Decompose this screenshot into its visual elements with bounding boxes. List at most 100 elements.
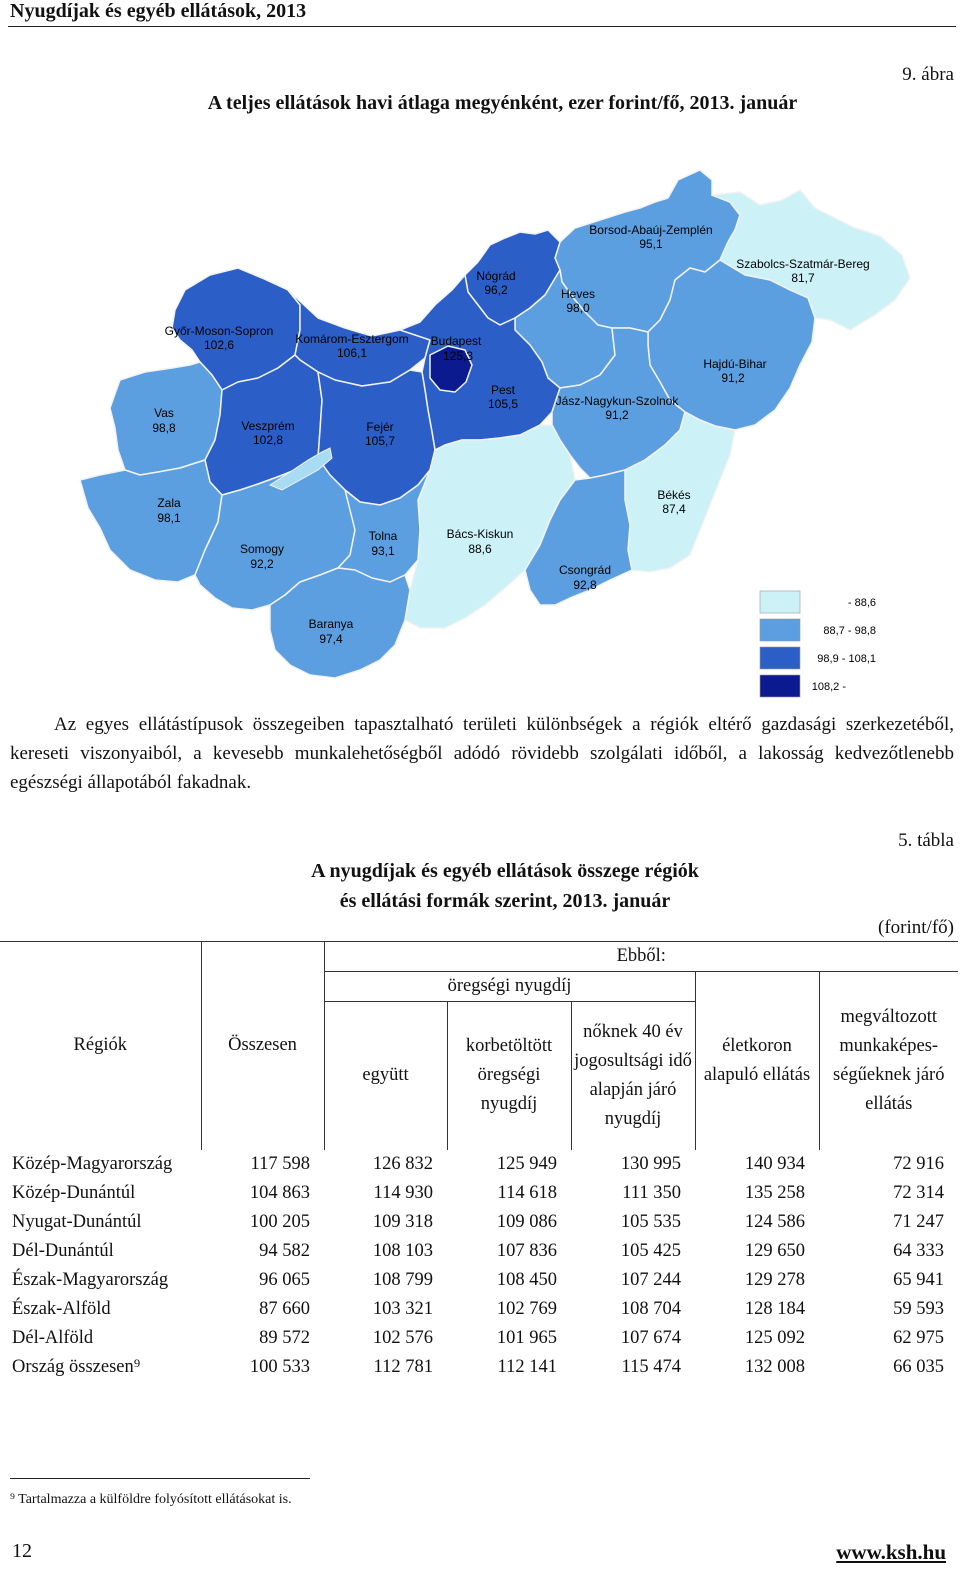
cell-eletkoron: 132 008 [744, 1356, 805, 1377]
region-budapest [429, 345, 473, 393]
table-unit: (forint/fő) [878, 917, 954, 938]
cell-noknek: 107 674 [620, 1327, 681, 1348]
cell-megvaltozott: 72 314 [893, 1182, 944, 1203]
cell-korbetoltott: 125 949 [496, 1153, 557, 1174]
header-title: Nyugdíjak és egyéb ellátások, 2013 [10, 0, 307, 22]
cell-egyutt: 109 318 [372, 1211, 433, 1232]
footnote: ⁹ Tartalmazza a külföldre folyósított el… [10, 1492, 292, 1507]
value-jasz: 91,2 [605, 408, 629, 422]
figure-number: 9. ábra [902, 64, 954, 85]
label-borsod: Borsod-Abaúj-Zemplén [589, 223, 712, 237]
table-row: Dél-Dunántúl 94 582 108 103 107 836 105 … [0, 1237, 958, 1266]
label-komarom: Komárom-Esztergom [295, 332, 408, 346]
cell-osszesen: 100 533 [249, 1356, 310, 1377]
county-map: Borsod-Abaúj-Zemplén 95,1 Szabolcs-Szatm… [79, 169, 911, 698]
table-row-total: Ország összesen⁹ 100 533 112 781 112 141… [0, 1353, 958, 1382]
cell-eletkoron: 140 934 [744, 1153, 805, 1174]
label-vas: Vas [154, 406, 174, 420]
cell-eletkoron: 128 184 [744, 1298, 805, 1319]
cell-osszesen: 104 863 [249, 1182, 310, 1203]
value-nograd: 96,2 [484, 283, 508, 297]
header-ebbol: Ebből: [323, 941, 958, 972]
value-somogy: 92,2 [250, 557, 274, 571]
cell-korbetoltott: 109 086 [496, 1211, 557, 1232]
map-legend: - 88,6 88,7 - 98,8 98,9 - 108,1 108,2 - [759, 590, 876, 698]
value-borsod: 95,1 [639, 237, 663, 251]
cell-osszesen: 89 572 [259, 1327, 310, 1348]
label-budapest: Budapest [431, 334, 482, 348]
value-komarom: 106,1 [337, 346, 367, 360]
body-paragraph: Az egyes ellátástípusok összegeiben tapa… [10, 714, 954, 793]
value-pest: 105,5 [488, 397, 518, 411]
cell-noknek: 105 535 [620, 1211, 681, 1232]
page-number: 12 [12, 1540, 32, 1562]
header-rule [8, 26, 956, 27]
row-name: Dél-Alföld [12, 1327, 94, 1348]
legend-swatch-4 [759, 674, 801, 698]
value-baranya: 97,4 [319, 632, 343, 646]
table-row: Dél-Alföld 89 572 102 576 101 965 107 67… [0, 1324, 958, 1353]
cell-noknek: 107 244 [620, 1269, 681, 1290]
value-hajdu: 91,2 [721, 371, 745, 385]
label-tolna: Tolna [369, 529, 398, 543]
cell-noknek: 111 350 [622, 1182, 681, 1203]
value-vas: 98,8 [152, 421, 176, 435]
cell-megvaltozott: 71 247 [893, 1211, 944, 1232]
cell-megvaltozott: 59 593 [893, 1298, 944, 1319]
value-tolna: 93,1 [371, 544, 395, 558]
site-link[interactable]: www.ksh.hu [836, 1540, 946, 1564]
row-name: Dél-Dunántúl [12, 1240, 114, 1261]
header-eletkoron: életkoron alapuló ellátás [694, 971, 819, 1150]
cell-noknek: 108 704 [620, 1298, 681, 1319]
cell-korbetoltott: 102 769 [496, 1298, 557, 1319]
region-tolna [337, 469, 431, 583]
cell-korbetoltott: 107 836 [496, 1240, 557, 1261]
value-bacs: 88,6 [468, 542, 492, 556]
cell-osszesen: 117 598 [250, 1153, 310, 1174]
value-bekes: 87,4 [662, 502, 686, 516]
cell-eletkoron: 125 092 [744, 1327, 805, 1348]
cell-egyutt: 102 576 [372, 1327, 433, 1348]
row-name: Közép-Dunántúl [12, 1182, 136, 1203]
label-veszprem: Veszprém [241, 419, 294, 433]
legend-label-3: 98,9 - 108,1 [817, 653, 876, 665]
label-csongrad: Csongrád [559, 563, 611, 577]
cell-noknek: 105 425 [620, 1240, 681, 1261]
region-szabolcs [711, 189, 911, 331]
cell-egyutt: 108 103 [372, 1240, 433, 1261]
table-row: Közép-Magyarország 117 598 126 832 125 9… [0, 1150, 958, 1179]
cell-eletkoron: 129 278 [744, 1269, 805, 1290]
table-row: Nyugat-Dunántúl 100 205 109 318 109 086 … [0, 1208, 958, 1237]
label-fejer: Fejér [366, 420, 393, 434]
cell-egyutt: 126 832 [372, 1153, 433, 1174]
cell-eletkoron: 129 650 [744, 1240, 805, 1261]
table-title: A nyugdíjak és egyéb ellátások összege r… [240, 856, 770, 916]
header-noknek: nőknek 40 év jogosultsági idő alapján já… [570, 1001, 695, 1150]
legend-label-4: 108,2 - [812, 681, 847, 693]
region-bekes [624, 411, 736, 573]
label-hajdu: Hajdú-Bihar [703, 357, 766, 371]
header-osszesen: Összesen [200, 941, 324, 1150]
legend-label-2: 88,7 - 98,8 [823, 625, 876, 637]
region-baranya [269, 567, 411, 679]
cell-eletkoron: 124 586 [744, 1211, 805, 1232]
cell-osszesen: 94 582 [259, 1240, 310, 1261]
label-gyor: Győr-Moson-Sopron [165, 324, 274, 338]
header-egyutt: együtt [323, 1001, 447, 1150]
table-row: Észak-Magyarország 96 065 108 799 108 45… [0, 1266, 958, 1295]
value-gyor: 102,6 [204, 338, 234, 352]
row-name: Észak-Magyarország [12, 1269, 169, 1290]
label-nograd: Nógrád [476, 269, 515, 283]
legend-swatch-3 [759, 646, 801, 670]
table-row: Közép-Dunántúl 104 863 114 930 114 618 1… [0, 1179, 958, 1208]
cell-osszesen: 96 065 [259, 1269, 310, 1290]
cell-korbetoltott: 108 450 [496, 1269, 557, 1290]
legend-swatch-2 [759, 618, 801, 642]
label-baranya: Baranya [309, 617, 354, 631]
table-row: Észak-Alföld 87 660 103 321 102 769 108 … [0, 1295, 958, 1324]
cell-eletkoron: 135 258 [744, 1182, 805, 1203]
label-pest: Pest [491, 383, 516, 397]
cell-osszesen: 87 660 [259, 1298, 310, 1319]
label-somogy: Somogy [240, 542, 284, 556]
cell-egyutt: 112 781 [373, 1356, 433, 1377]
